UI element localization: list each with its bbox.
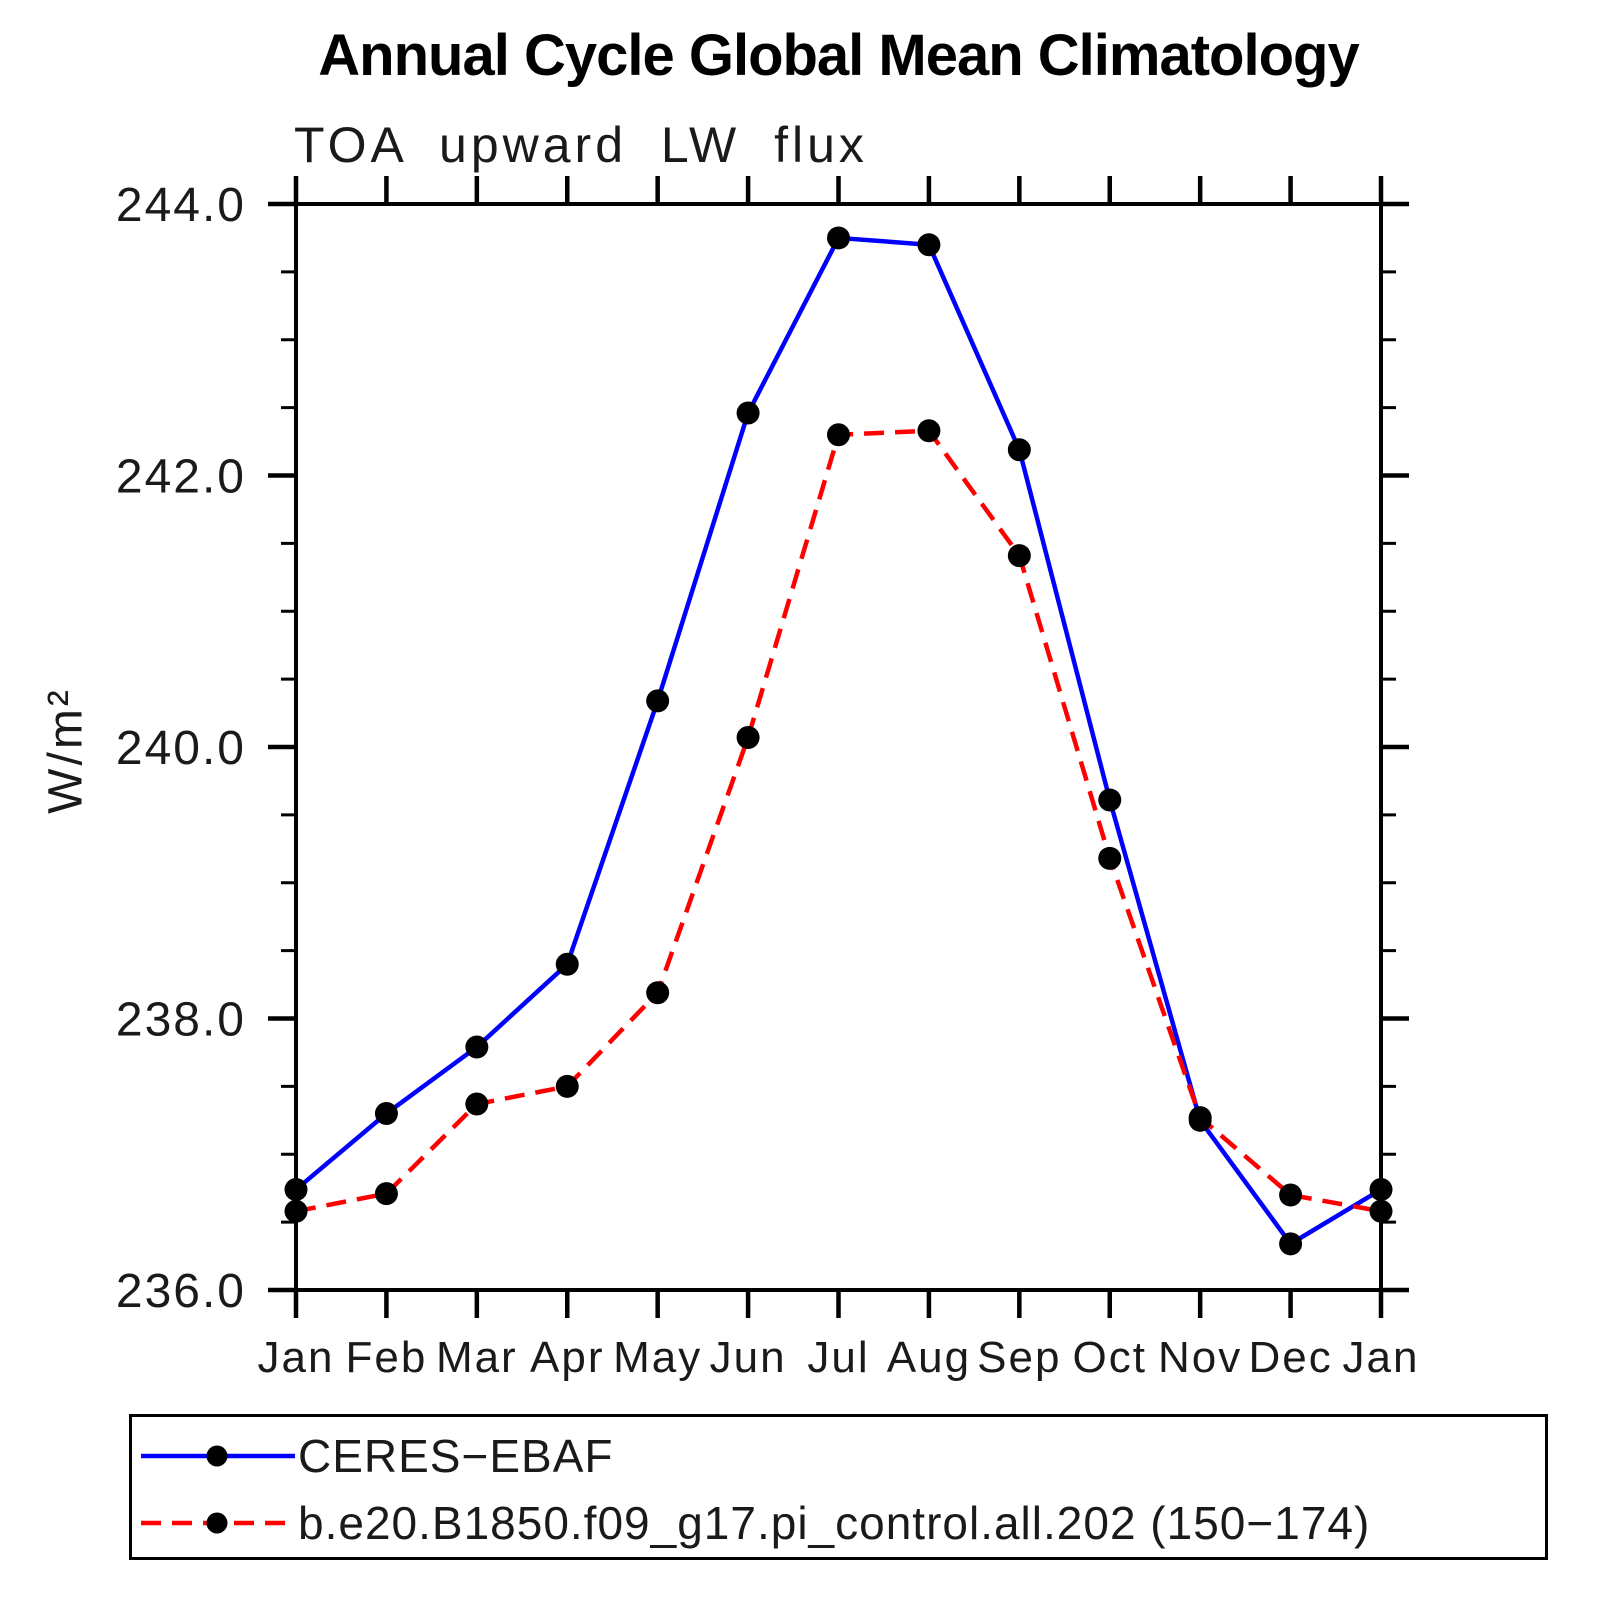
x-tick-label: Mar — [436, 1333, 518, 1382]
x-tick-label: Jun — [710, 1333, 787, 1382]
x-tick-label: Oct — [1073, 1333, 1147, 1382]
data-point-marker-1 — [736, 725, 760, 749]
data-point-marker-0 — [1007, 438, 1031, 462]
y-tick-label: 240.0 — [116, 722, 246, 775]
data-point-marker-0 — [736, 401, 760, 425]
series-line-0 — [294, 235, 1383, 1247]
data-point-marker-1 — [1007, 544, 1031, 568]
data-point-marker-0 — [374, 1102, 398, 1126]
data-point-marker-0 — [284, 1178, 308, 1202]
data-point-marker-0 — [555, 952, 579, 976]
legend-label-model: b.e20.B1850.f09_g17.pi_control.all.202 (… — [298, 1497, 1371, 1549]
data-point-marker-0 — [917, 233, 941, 257]
data-point-marker-0 — [827, 226, 850, 250]
data-point-marker-1 — [555, 1074, 579, 1098]
data-point-marker-1 — [284, 1199, 308, 1223]
legend-item-ceres: CERES−EBAF — [138, 1430, 614, 1482]
chart-subtitle: TOA upward LW flux — [294, 117, 868, 173]
legend-label-ceres: CERES−EBAF — [298, 1430, 614, 1482]
legend-line-sample-dashed — [141, 1512, 295, 1534]
data-point-marker-1 — [1369, 1199, 1393, 1223]
data-point-marker-1 — [1188, 1106, 1212, 1130]
data-point-marker-0 — [1098, 788, 1122, 812]
x-tick-label: Apr — [530, 1333, 604, 1382]
x-tick-label: Aug — [887, 1333, 971, 1382]
data-point-marker-1 — [374, 1182, 398, 1206]
x-tick-label: Nov — [1158, 1333, 1242, 1382]
data-point-marker-1 — [827, 423, 850, 447]
y-tick-label: 238.0 — [116, 994, 246, 1047]
x-tick-label: May — [613, 1333, 702, 1382]
data-point-marker-1 — [917, 419, 941, 443]
data-point-marker-1 — [465, 1092, 489, 1116]
data-point-marker-1 — [1279, 1183, 1303, 1207]
data-point-marker-0 — [646, 689, 670, 713]
legend-line-sample-solid — [141, 1445, 295, 1467]
legend-item-model: b.e20.B1850.f09_g17.pi_control.all.202 (… — [138, 1497, 1370, 1549]
x-tick-label: Jan — [258, 1333, 335, 1382]
x-tick-label: Jul — [807, 1333, 869, 1382]
data-point-marker-0 — [465, 1035, 489, 1059]
y-tick-label: 242.0 — [116, 451, 246, 504]
y-tick-label: 236.0 — [116, 1265, 246, 1318]
legend-box: CERES−EBAF b.e20.B1850.f09_g17.pi_contro… — [129, 1414, 1548, 1560]
x-tick-label: Dec — [1248, 1333, 1332, 1382]
data-point-marker-1 — [646, 981, 670, 1005]
x-tick-label: Feb — [346, 1333, 428, 1382]
x-tick-label: Sep — [977, 1333, 1061, 1382]
chart-title: Annual Cycle Global Mean Climatology — [318, 23, 1359, 88]
y-tick-label: 244.0 — [116, 179, 246, 232]
data-point-marker-0 — [1369, 1178, 1393, 1202]
series-line-1 — [295, 428, 1382, 1214]
x-tick-label: Jan — [1343, 1333, 1420, 1382]
data-point-marker-1 — [1098, 846, 1122, 870]
data-point-marker-0 — [1279, 1232, 1303, 1256]
